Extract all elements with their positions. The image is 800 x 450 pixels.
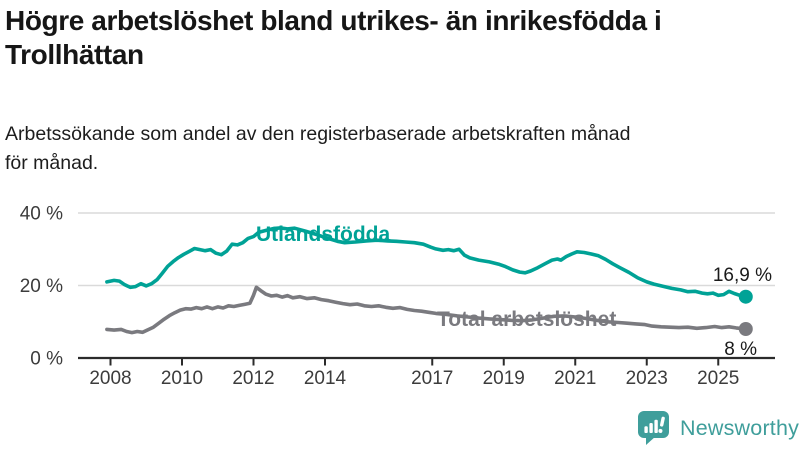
series-end-dot-total-arbetsloshet (738, 322, 753, 336)
x-axis-tick-label: 2008 (89, 368, 131, 389)
series-value-label-utlandsfodda: 16,9 % (713, 265, 772, 286)
chart-subtitle: Arbetssökande som andel av den registerb… (5, 120, 795, 178)
page-title-line-2: Trollhättan (5, 39, 144, 70)
newsworthy-logo-icon (638, 411, 669, 445)
chart-subtitle-line-1: Arbetssökande som andel av den registerb… (5, 123, 631, 145)
logo-exclamation (658, 416, 665, 433)
series-label-utlandsfodda: Utlandsfödda (256, 223, 390, 246)
x-axis-tick-label: 2010 (161, 368, 203, 389)
y-axis-tick-label: 0 % (30, 349, 63, 370)
series-value-label-total-arbetsloshet: 8 % (724, 339, 757, 360)
newsworthy-logo-text: Newsworthy (680, 416, 800, 440)
logo-bar-2 (649, 423, 653, 433)
series-label-total-arbetsloshet: Total arbetslöshet (437, 308, 616, 331)
x-axis-tick-label: 2025 (697, 368, 739, 389)
x-axis-tick-label: 2012 (232, 368, 274, 389)
series-line-total-arbetsloshet (105, 285, 748, 335)
logo-bar-3 (654, 419, 658, 433)
chart-subtitle-line-2: för månad. (5, 152, 99, 174)
y-axis-tick-label: 40 % (20, 204, 63, 225)
page-title-line-1: Högre arbetslöshet bland utrikes- än inr… (5, 5, 662, 36)
newsworthy-logo: Newsworthy (637, 410, 799, 447)
series-line-utlandsfodda (105, 226, 748, 299)
x-axis-tick-label: 2017 (411, 368, 453, 389)
logo-bar-1 (644, 426, 648, 433)
page-title: Högre arbetslöshet bland utrikes- än inr… (5, 4, 797, 72)
x-axis-tick-label: 2021 (554, 368, 596, 389)
y-axis-tick-label: 20 % (20, 276, 63, 297)
series-end-dot-utlandsfodda (738, 289, 753, 304)
x-axis-tick-label: 2014 (304, 368, 347, 389)
x-axis-tick-label: 2019 (483, 368, 525, 389)
x-axis-tick-label: 2023 (626, 368, 668, 389)
